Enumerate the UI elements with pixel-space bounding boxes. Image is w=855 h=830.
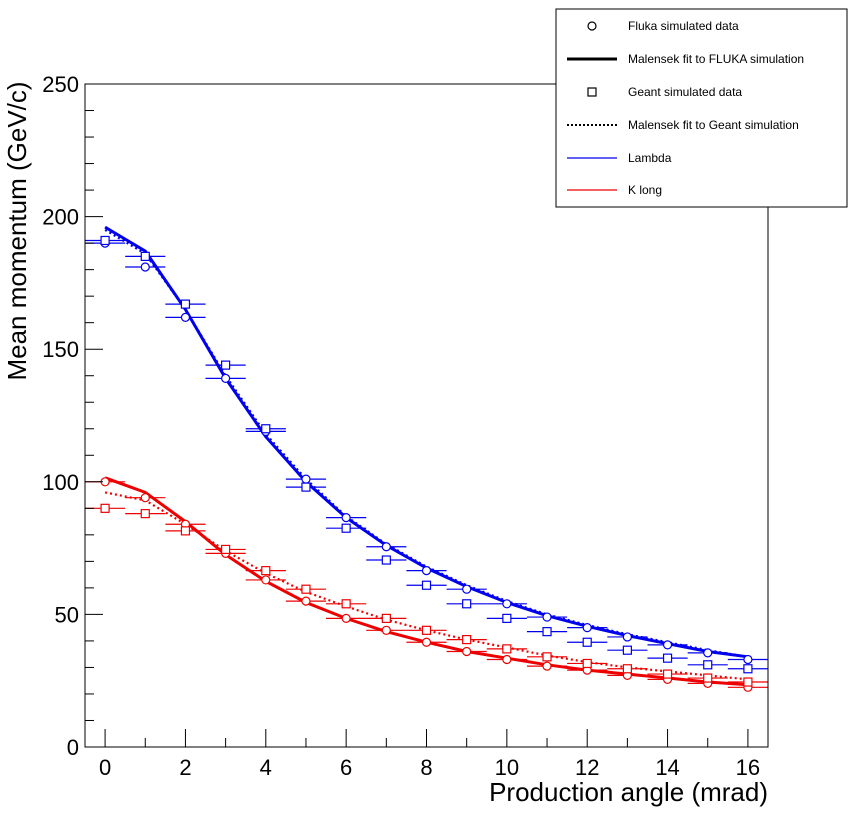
lambda-geant-point	[341, 523, 351, 533]
y-axis-title: Mean momentum (GeV/c)	[2, 81, 32, 380]
legend-entry-circle-label: Fluka simulated data	[628, 19, 739, 33]
lambda-geant-point	[662, 653, 673, 663]
x-tick-label: 0	[99, 755, 111, 780]
lambda-geant-point	[421, 580, 432, 590]
klong-geant-point	[502, 644, 512, 654]
y-tick-label: 150	[42, 337, 79, 362]
lambda-geant-point	[221, 360, 231, 370]
x-tick-label: 16	[736, 755, 760, 780]
klong-fluka-point	[140, 493, 150, 503]
lambda-fluka-point	[221, 373, 231, 383]
legend-circle-symbol	[587, 21, 597, 31]
lambda-geant-fit-line	[104, 228, 749, 658]
lambda-fluka-point	[703, 648, 713, 658]
klong-fluka-point	[462, 646, 472, 657]
x-tick-label: 2	[179, 755, 191, 780]
legend-entry-red-line-label: K long	[628, 183, 662, 197]
legend-box	[555, 8, 848, 208]
plot-area	[85, 225, 768, 692]
x-tick-label: 6	[340, 755, 352, 780]
lambda-geant-point	[743, 664, 753, 674]
klong-geant-point	[341, 599, 351, 609]
klong-fluka-point	[381, 625, 391, 635]
klong-geant-point	[703, 673, 713, 683]
lambda-fluka-point	[421, 566, 432, 576]
x-axis-title: Production angle (mrad)	[489, 777, 768, 807]
klong-fluka-point	[542, 661, 552, 671]
klong-fluka-point	[421, 637, 432, 647]
klong-geant-point	[100, 503, 110, 513]
legend-entry-square-label: Geant simulated data	[628, 85, 742, 99]
legend-square-symbol	[587, 87, 597, 97]
klong-geant-point	[301, 584, 311, 594]
lambda-fluka-point	[341, 513, 351, 523]
klong-geant-point	[622, 664, 632, 674]
lambda-geant-point	[622, 645, 632, 655]
lambda-fluka-point	[743, 654, 753, 665]
legend-entry-dotted-line-label: Malensek fit to Geant simulation	[628, 118, 799, 132]
klong-geant-point	[462, 634, 472, 645]
klong-geant-point	[221, 544, 231, 555]
klong-fluka-point	[301, 596, 311, 606]
lambda-fluka-point	[542, 612, 552, 622]
legend-entry-blue-line-label: Lambda	[628, 151, 672, 165]
klong-geant-point	[140, 509, 150, 519]
klong-fluka-point	[341, 613, 351, 623]
lambda-fluka-point	[502, 599, 512, 609]
x-tick-label: 8	[420, 755, 432, 780]
klong-geant-point	[381, 613, 391, 623]
lambda-fluka-point	[381, 542, 391, 552]
klong-fluka-point	[502, 654, 512, 665]
lambda-geant-point	[100, 235, 110, 246]
lambda-geant-point	[140, 251, 150, 261]
x-tick-label: 10	[495, 755, 519, 780]
x-tick-label: 4	[260, 755, 272, 780]
lambda-geant-point	[301, 482, 311, 492]
x-tick-label: 14	[655, 755, 679, 780]
lambda-geant-point	[582, 637, 592, 647]
klong-geant-point	[261, 566, 271, 576]
y-tick-label: 50	[55, 602, 79, 627]
lambda-fluka-point	[180, 312, 191, 322]
lambda-geant-point	[180, 299, 191, 309]
lambda-fluka-point	[462, 584, 472, 594]
klong-geant-point	[421, 625, 432, 635]
legend: Fluka simulated data Malensek fit to FLUK…	[555, 8, 848, 208]
lambda-fluka-point	[582, 623, 592, 633]
lambda-fluka-point	[662, 640, 673, 650]
klong-geant-point	[662, 669, 673, 679]
axes: 0 50 100 150 200 250 0 2 4 6 8 10 12 14 16	[42, 72, 769, 780]
lambda-fluka-fit-line	[104, 225, 749, 659]
lambda-fluka-point	[140, 262, 150, 272]
lambda-geant-point	[703, 660, 713, 670]
lambda-geant-point	[502, 613, 512, 623]
lambda-geant-point	[462, 599, 472, 609]
legend-entry-solid-line-label: Malensek fit to FLUKA simulation	[628, 52, 804, 66]
lambda-geant-point	[381, 555, 391, 565]
lambda-fluka-point	[622, 632, 632, 642]
klong-geant-point	[542, 652, 552, 662]
y-tick-label: 200	[42, 205, 79, 230]
klong-geant-point	[743, 677, 753, 687]
y-tick-label: 0	[67, 735, 79, 760]
klong-geant-point	[582, 658, 592, 669]
x-tick-label: 12	[575, 755, 599, 780]
lambda-fluka-point	[301, 474, 311, 484]
klong-fluka-point	[261, 575, 271, 585]
y-tick-label: 100	[42, 470, 79, 495]
y-tick-label: 250	[42, 72, 79, 97]
klong-geant-point	[180, 526, 191, 536]
lambda-geant-point	[542, 627, 552, 637]
lambda-geant-point	[261, 424, 271, 434]
